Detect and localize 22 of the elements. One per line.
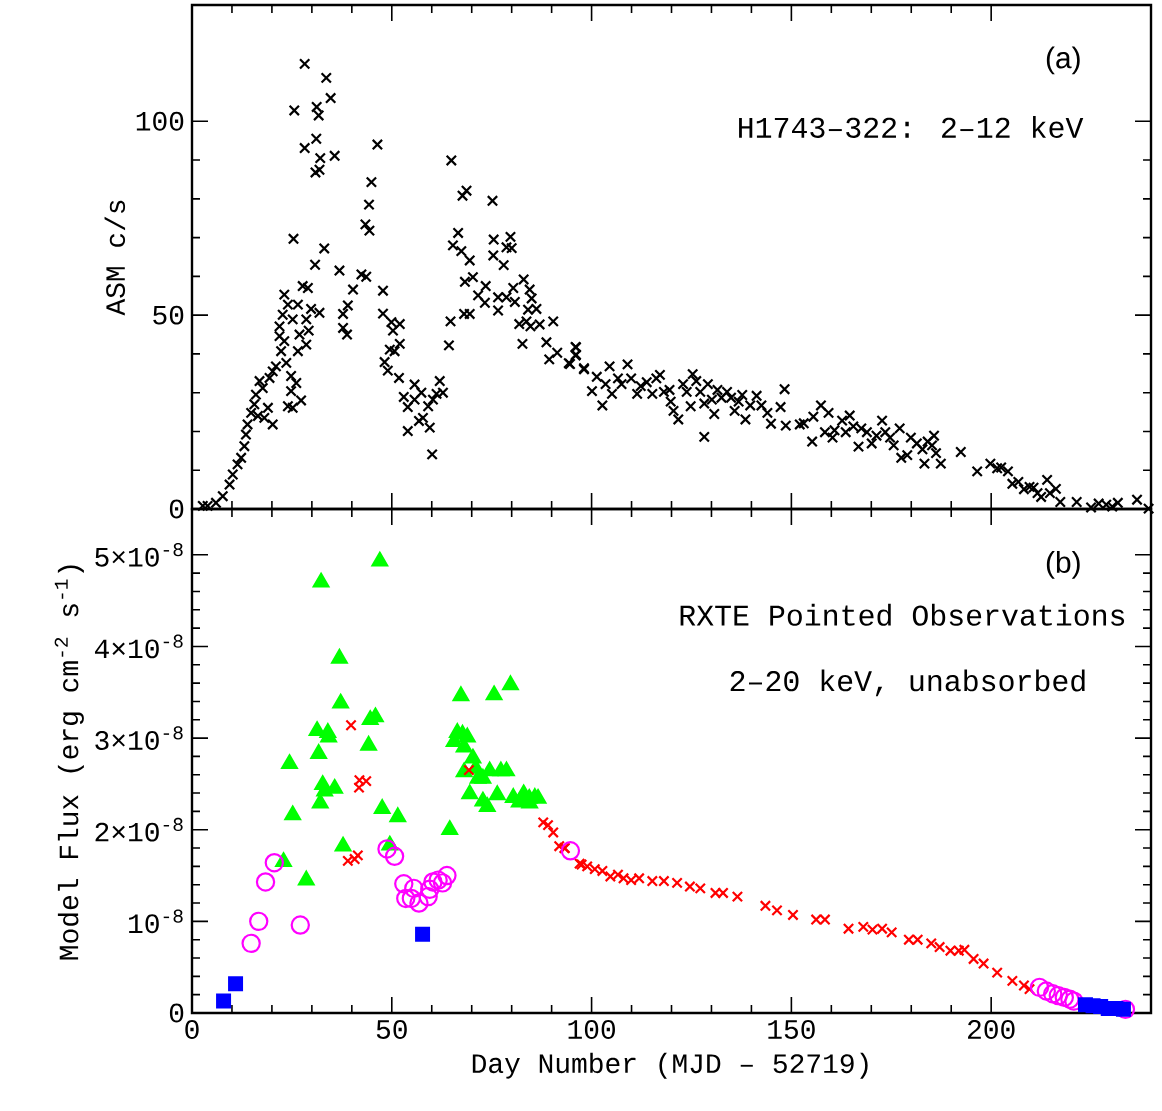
y-tick-label: 0 <box>169 499 184 519</box>
x-tick-label: 0 <box>185 1020 199 1039</box>
annotation: H1743–322: 2–12 keV <box>739 115 1084 138</box>
x-tick-label: 150 <box>768 1020 815 1039</box>
y-tick-label: 5×10$^{-8}$ <box>95 542 183 567</box>
x-axis-title: Day Number (MJD – 52719) <box>472 1052 868 1079</box>
x-tick-label: 50 <box>376 1020 407 1039</box>
x-tick-label: 200 <box>968 1020 1015 1039</box>
y-tick-label: 2×10$^{-8}$ <box>95 817 183 842</box>
y-axis-title: Model Flux (erg cm$^{-2}$ s$^{-1}$) <box>54 565 84 960</box>
annotation: RXTE Pointed Observations <box>680 603 1125 626</box>
y-axis-title: ASM c/s <box>104 200 126 316</box>
y-tick-label: 50 <box>153 305 184 325</box>
y-tick-label: 10$^{-8}$ <box>129 909 183 934</box>
y-tick-label: 3×10$^{-8}$ <box>95 726 183 750</box>
annotation: 2–20 keV, unabsorbed <box>730 669 1085 697</box>
annotation: (b) <box>1046 551 1080 579</box>
annotation: (a) <box>1046 46 1080 75</box>
x-tick-label: 100 <box>568 1020 615 1039</box>
y-tick-label: 100 <box>136 111 184 131</box>
y-tick-label: 4×10$^{-8}$ <box>94 634 183 659</box>
y-tick-label: 0 <box>169 1003 184 1023</box>
